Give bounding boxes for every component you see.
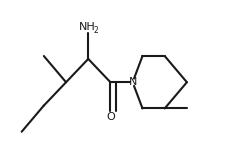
Text: N: N bbox=[128, 77, 137, 87]
Text: 2: 2 bbox=[93, 26, 98, 35]
Text: NH: NH bbox=[79, 22, 95, 32]
Text: O: O bbox=[106, 112, 115, 122]
